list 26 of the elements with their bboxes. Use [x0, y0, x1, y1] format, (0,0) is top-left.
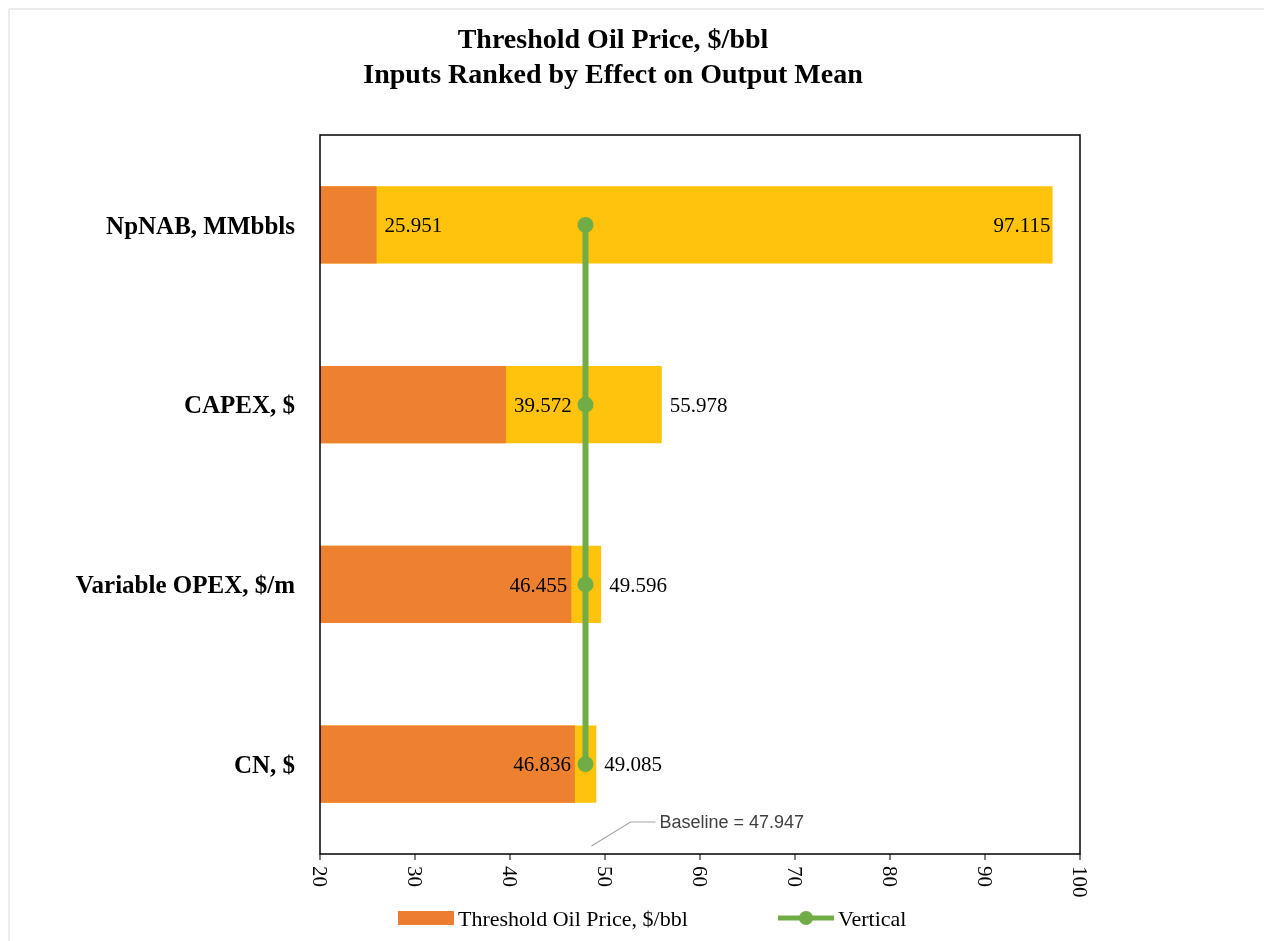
data-label: 39.572 — [513, 392, 572, 417]
x-tick-label: 50 — [592, 866, 617, 887]
annotation: Baseline = 47.947 — [659, 812, 805, 833]
x-tick-label: 40 — [497, 866, 522, 887]
x-tick-label: 30 — [402, 866, 427, 887]
x-tick-label: 70 — [782, 866, 807, 887]
y-tick-label: CN, $ — [233, 750, 295, 778]
data-label: 46.836 — [513, 752, 571, 777]
y-tick-label: Variable OPEX, $/m — [75, 571, 296, 599]
data-label: 49.085 — [604, 752, 663, 777]
y-tick-label: NpNAB, MMbbls — [106, 211, 296, 239]
y-tick-label: CAPEX, $ — [183, 391, 295, 419]
data-label: 97.115 — [993, 213, 1051, 238]
chart-title: Threshold Oil Price, $/bbl — [457, 23, 769, 54]
x-tick-label: 80 — [877, 866, 902, 887]
x-tick-label: 90 — [972, 866, 997, 887]
data-label: 55.978 — [669, 392, 728, 417]
x-tick-label: 100 — [1067, 866, 1092, 898]
x-tick-label: 60 — [687, 866, 712, 887]
legend-label: Threshold Oil Price, $/bbl — [458, 905, 688, 931]
x-tick-label: 20 — [307, 866, 332, 887]
data-label: 49.596 — [609, 572, 667, 597]
legend-label: Vertical — [838, 905, 907, 931]
data-label: 25.951 — [384, 213, 443, 238]
chart-subtitle: Inputs Ranked by Effect on Output Mean — [363, 58, 864, 89]
data-label: 46.455 — [509, 572, 568, 597]
